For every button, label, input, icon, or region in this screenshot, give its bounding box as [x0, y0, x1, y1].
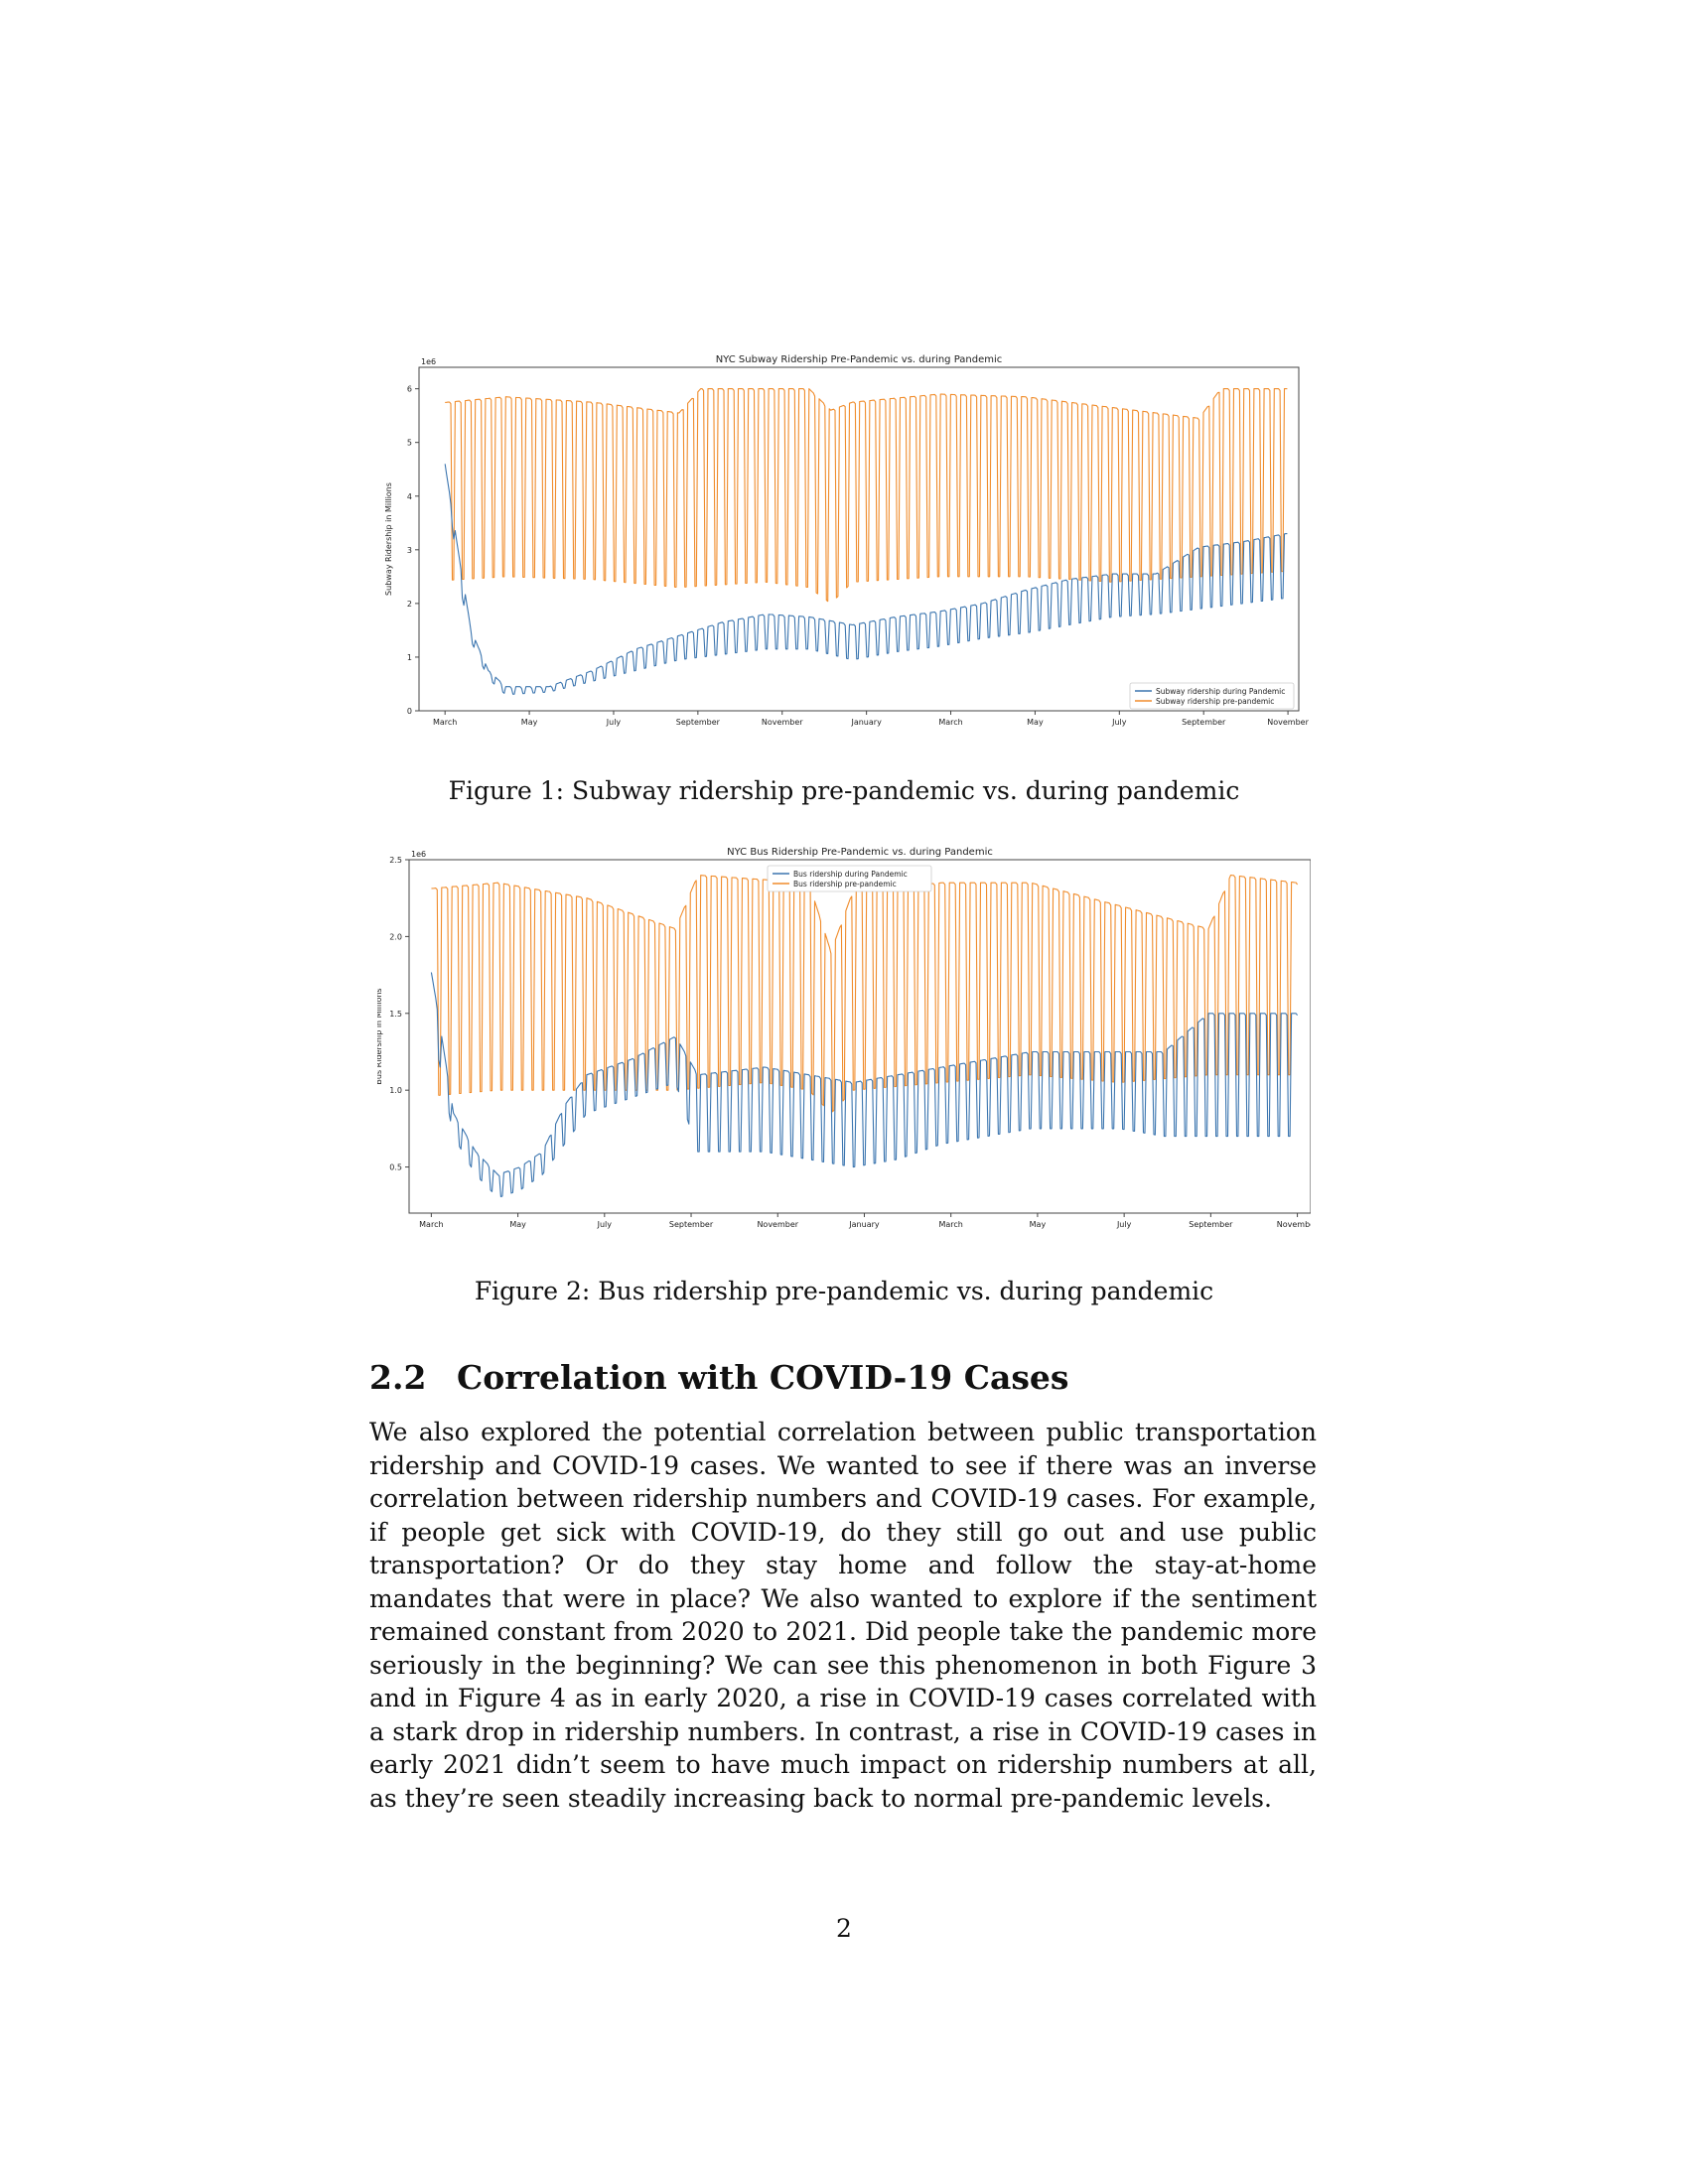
section-number: 2.2	[369, 1358, 427, 1397]
figure-1-caption: Figure 1: Subway ridership pre-pandemic …	[448, 776, 1240, 805]
x-tick-label: May	[509, 1220, 526, 1229]
series-line-pre-pandemic	[445, 388, 1288, 603]
y-tick-label: 0.5	[389, 1163, 402, 1172]
bus-ridership-chart: NYC Bus Ridership Pre-Pandemic vs. durin…	[377, 847, 1311, 1229]
x-tick-label: January	[850, 718, 882, 727]
x-tick-label: May	[1030, 1220, 1047, 1229]
y-tick-label: 2.0	[389, 932, 402, 941]
x-tick-label: November	[757, 1220, 798, 1229]
y-tick-label: 4	[407, 492, 412, 501]
x-tick-label: March	[419, 1220, 443, 1229]
x-tick-label: September	[669, 1220, 714, 1229]
x-tick-label: November	[1267, 718, 1309, 727]
section-heading: 2.2 Correlation with COVID-19 Cases	[369, 1358, 1069, 1397]
legend-entry: Subway ridership pre-pandemic	[1156, 697, 1274, 706]
y-tick-label: 2	[407, 600, 412, 609]
y-multiplier: 1e6	[421, 357, 436, 366]
x-tick-label: July	[597, 1220, 613, 1229]
series-line-pre-pandemic	[431, 874, 1299, 1113]
series-line-pandemic	[444, 464, 1288, 695]
section-title: Correlation with COVID-19 Cases	[457, 1358, 1069, 1397]
y-tick-label: 3	[407, 546, 412, 555]
y-tick-label: 5	[407, 439, 412, 448]
subway-ridership-chart: NYC Subway Ridership Pre-Pandemic vs. du…	[384, 354, 1310, 727]
y-tick-label: 6	[407, 385, 412, 394]
chart-title: NYC Subway Ridership Pre-Pandemic vs. du…	[716, 354, 1003, 365]
series-line-pandemic	[430, 972, 1299, 1198]
y-multiplier: 1e6	[411, 850, 426, 859]
legend-entry: Bus ridership during Pandemic	[793, 870, 908, 879]
legend-entry: Subway ridership during Pandemic	[1156, 687, 1285, 696]
section-body: We also explored the potential correlati…	[369, 1418, 1317, 1813]
figure-2-caption: Figure 2: Bus ridership pre-pandemic vs.…	[474, 1277, 1214, 1305]
x-tick-label: March	[938, 1220, 962, 1229]
x-tick-label: November	[762, 718, 803, 727]
legend-entry: Bus ridership pre-pandemic	[793, 880, 897, 888]
x-tick-label: September	[676, 718, 721, 727]
figure-1: NYC Subway Ridership Pre-Pandemic vs. du…	[377, 349, 1311, 739]
page-number: 2	[836, 1914, 852, 1943]
x-tick-label: July	[606, 718, 622, 727]
x-tick-label: January	[848, 1220, 880, 1229]
x-tick-label: March	[938, 718, 962, 727]
x-tick-label: November	[1277, 1220, 1311, 1229]
y-axis-label: Subway Ridership in Millions	[384, 482, 393, 596]
x-tick-label: September	[1189, 1220, 1233, 1229]
plot-frame	[408, 859, 1311, 1214]
legend-box	[767, 865, 932, 892]
x-tick-label: May	[521, 718, 538, 727]
y-tick-label: 2.5	[389, 856, 402, 865]
x-tick-label: July	[1116, 1220, 1132, 1229]
y-tick-label: 1.5	[389, 1010, 402, 1019]
x-tick-label: September	[1182, 718, 1226, 727]
chart-title: NYC Bus Ridership Pre-Pandemic vs. durin…	[727, 847, 993, 858]
x-tick-label: May	[1027, 718, 1044, 727]
y-axis-label: Bus Ridership in Millions	[377, 988, 383, 1084]
y-tick-label: 1.0	[389, 1086, 402, 1095]
x-tick-label: July	[1111, 718, 1127, 727]
legend-box	[1129, 682, 1295, 710]
y-tick-label: 1	[407, 653, 412, 662]
y-tick-label: 0	[407, 707, 412, 716]
x-tick-label: March	[433, 718, 457, 727]
figure-2: NYC Bus Ridership Pre-Pandemic vs. durin…	[377, 846, 1311, 1243]
